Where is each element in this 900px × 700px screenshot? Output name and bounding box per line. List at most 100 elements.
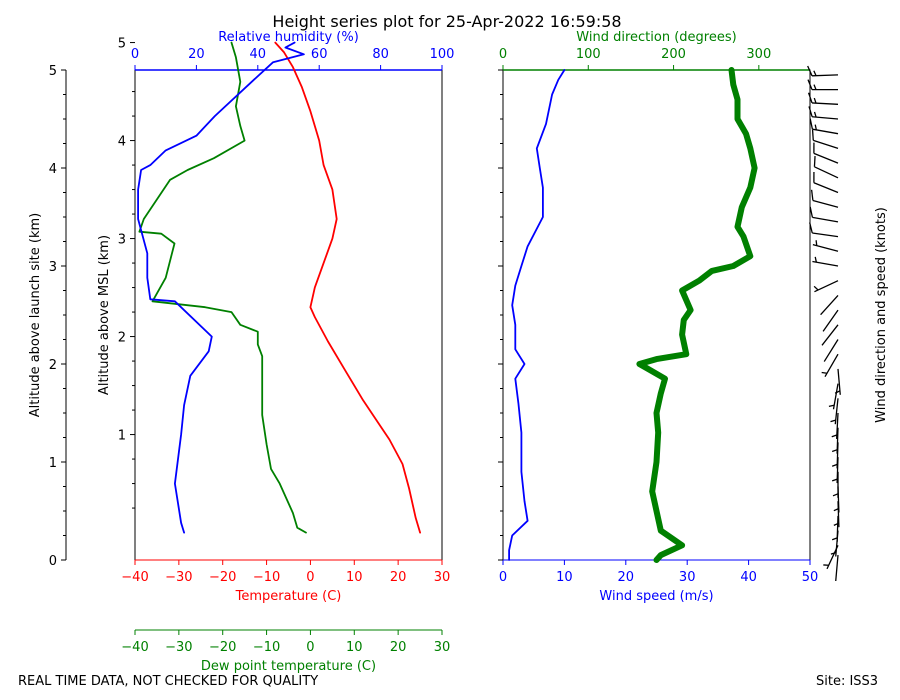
wind-barb (812, 240, 839, 252)
temp-tick-label: −40 (121, 570, 148, 585)
wind-barb (807, 92, 839, 105)
barb-half (828, 404, 835, 408)
wind-barb (813, 142, 839, 164)
barb-half (831, 449, 838, 453)
dew-axis-label: Dew point temperature (C) (201, 659, 376, 674)
barb-axis-label: Wind direction and speed (knots) (874, 207, 889, 423)
series-line-wdir (636, 67, 758, 563)
wdir-tick-label: 300 (746, 47, 771, 62)
msl-axis-label: Altitude above MSL (km) (97, 235, 112, 395)
barb-full (809, 222, 813, 234)
panel2-frame (502, 69, 811, 561)
barb-full (809, 206, 814, 218)
rh-axis-label: Relative humidity (%) (218, 30, 359, 45)
temp-tick-label: −30 (165, 570, 192, 585)
temp-tick-label: 20 (390, 570, 407, 585)
wind-barb (822, 309, 839, 332)
barb-staff (835, 555, 839, 582)
barb-half (831, 537, 838, 541)
wind-barb (834, 368, 841, 395)
wspd-tick-label: 0 (499, 570, 507, 585)
barb-staff (813, 139, 839, 150)
wind-barb (813, 171, 839, 194)
msl-tick-label: 1 (118, 429, 126, 444)
quality-disclaimer: REAL TIME DATA, NOT CHECKED FOR QUALITY (18, 674, 319, 689)
barb-staff (812, 216, 839, 223)
barb-full (807, 65, 813, 77)
wind-barb (820, 294, 839, 316)
barb-staff (813, 152, 839, 164)
chart-title: Height series plot for 25-Apr-2022 16:59… (272, 12, 621, 31)
dew-tick-label: −10 (253, 640, 280, 655)
barb-staff (812, 260, 839, 267)
wind-barb (810, 189, 839, 208)
agl-tick-label: 4 (49, 162, 57, 177)
series-line-rh (137, 41, 305, 534)
barb-half (831, 478, 838, 482)
series-line-dew (138, 41, 307, 534)
barb-full (807, 92, 813, 104)
wind-barb (830, 398, 839, 425)
barb-half (814, 124, 817, 131)
dew-tick-label: −40 (121, 640, 148, 655)
barb-staff (832, 383, 839, 410)
barb-half (830, 419, 836, 423)
barb-half (813, 70, 817, 76)
agl-tick-label: 5 (49, 64, 57, 79)
barb-staff (837, 368, 841, 395)
rh-tick-label: 100 (430, 47, 455, 62)
temp-tick-label: −20 (209, 570, 236, 585)
barb-staff (812, 232, 839, 238)
series-line-temp (274, 41, 421, 534)
wind-barb (813, 280, 839, 293)
dew-tick-label: 30 (434, 640, 451, 655)
wspd-tick-label: 10 (556, 570, 573, 585)
barb-staff (835, 412, 839, 439)
temp-tick-label: 10 (346, 570, 363, 585)
wind-barb (828, 383, 839, 410)
rh-tick-label: 40 (250, 47, 267, 62)
wind-barb (831, 515, 839, 542)
wspd-tick-label: 20 (618, 570, 635, 585)
temp-axis-label: Temperature (C) (235, 589, 342, 604)
barb-staff (820, 294, 839, 316)
wind-barb (807, 79, 838, 91)
barb-staff (813, 182, 839, 194)
msl-tick-label: 5 (118, 37, 126, 52)
barb-half (813, 97, 817, 104)
wspd-axis-label: Wind speed (m/s) (599, 589, 713, 604)
barb-staff (834, 398, 839, 425)
barb-staff (811, 74, 839, 77)
wind-barb (808, 106, 839, 120)
barb-half (833, 522, 840, 526)
dew-tick-label: 10 (346, 640, 363, 655)
barb-staff (814, 166, 839, 179)
wind-barb (835, 555, 839, 582)
dew-tick-label: −20 (209, 640, 236, 655)
agl-tick-label: 3 (49, 260, 57, 275)
barb-half (813, 285, 819, 291)
barb-full (811, 129, 814, 141)
wind-barb (809, 222, 839, 238)
wind-barb (807, 65, 839, 77)
barb-full (807, 79, 813, 90)
wind-barb (821, 324, 839, 346)
agl-tick-label: 2 (49, 358, 57, 373)
wind-barb (809, 118, 839, 135)
temp-tick-label: 0 (306, 570, 314, 585)
barb-half (813, 84, 817, 90)
agl-tick-label: 1 (49, 456, 57, 471)
wind-barb (809, 206, 839, 223)
barb-full (810, 189, 814, 201)
wind-barb (832, 471, 839, 498)
rh-tick-label: 60 (311, 47, 328, 62)
barb-staff (821, 324, 839, 346)
wind-barb (821, 353, 839, 378)
barb-staff (812, 102, 839, 105)
site-label: Site: ISS3 (816, 674, 879, 689)
barb-staff (814, 280, 839, 293)
barb-staff (812, 116, 839, 120)
barb-full (809, 118, 814, 130)
series-line-wspd (508, 69, 566, 561)
